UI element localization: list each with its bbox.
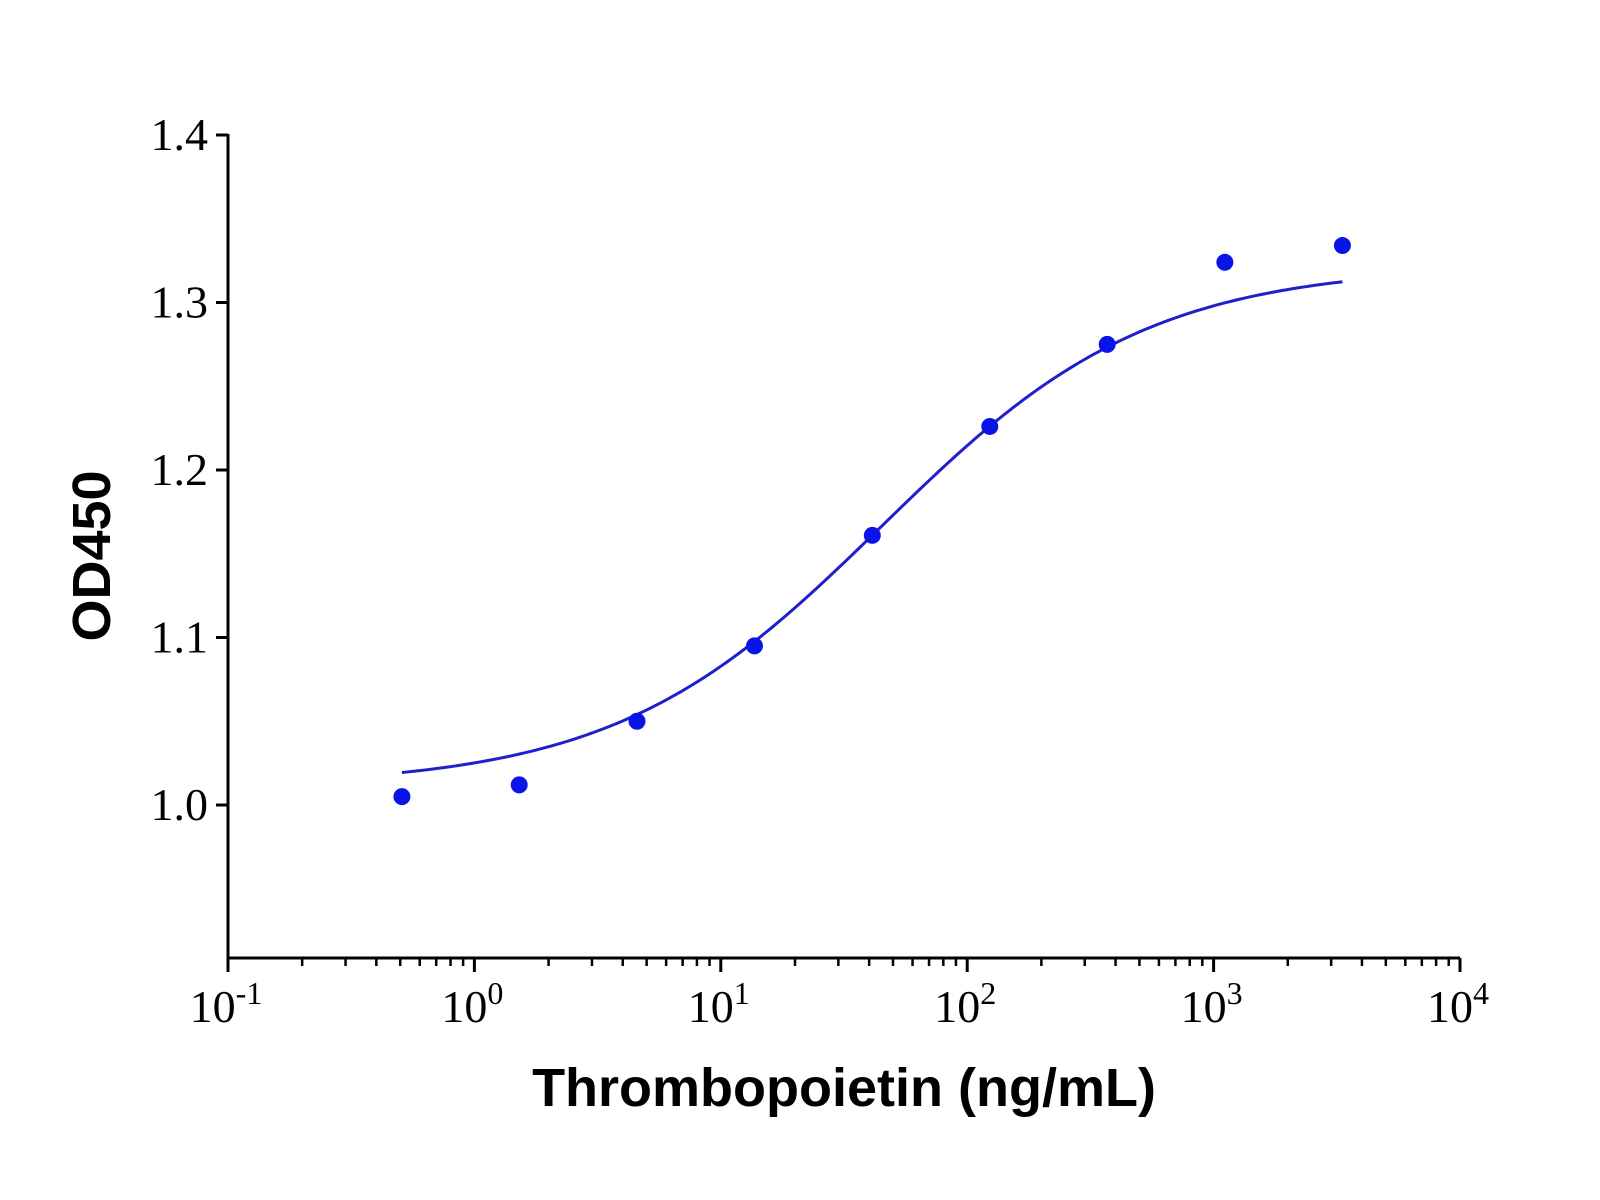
y-tick-label: 1.1 [151, 612, 209, 663]
y-ticks: 1.0 1.1 1.2 1.3 1.4 [151, 109, 228, 830]
x-axis-title: Thrombopoietin (ng/mL) [532, 1058, 1156, 1118]
x-tick-label: 100 [441, 975, 503, 1032]
data-point [1216, 253, 1234, 271]
data-point [628, 712, 646, 730]
data-points [393, 237, 1351, 806]
x-ticks: 10-1 100 101 102 103 104 [190, 958, 1489, 1032]
data-point [745, 637, 763, 655]
x-tick-label: 10-1 [190, 975, 263, 1032]
x-tick-label: 101 [688, 975, 750, 1032]
y-tick-label: 1.3 [151, 277, 209, 328]
x-tick-label: 104 [1427, 975, 1489, 1032]
data-point [981, 417, 999, 435]
data-point [510, 776, 528, 794]
axes [226, 134, 1460, 960]
y-tick-label: 1.2 [151, 444, 209, 495]
y-tick-label: 1.0 [151, 779, 209, 830]
x-tick-label: 102 [934, 975, 996, 1032]
y-tick-label: 1.4 [151, 109, 209, 160]
data-point [1333, 237, 1351, 255]
data-point [1098, 335, 1116, 353]
data-point [863, 526, 881, 544]
x-tick-label: 103 [1181, 975, 1243, 1032]
y-axis-title: OD450 [62, 470, 122, 641]
data-point [393, 788, 411, 806]
